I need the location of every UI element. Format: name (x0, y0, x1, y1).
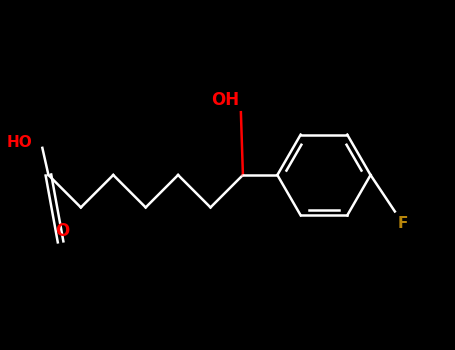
Text: F: F (398, 216, 409, 231)
Text: OH: OH (211, 91, 239, 109)
Text: O: O (56, 222, 70, 240)
Text: HO: HO (6, 135, 32, 150)
